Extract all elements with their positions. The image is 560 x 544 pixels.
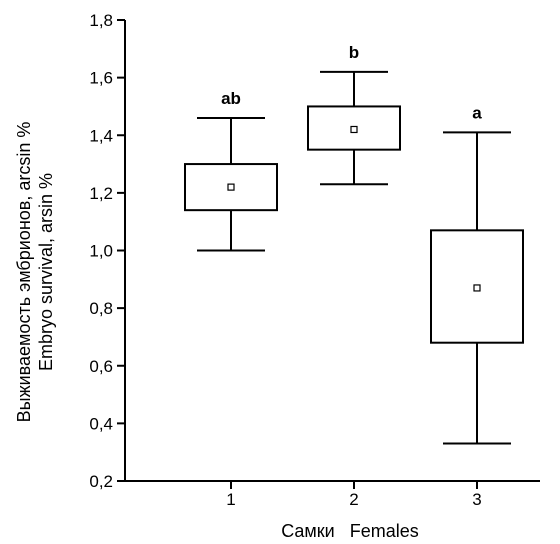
- median-marker: [473, 284, 481, 292]
- median-marker: [350, 125, 358, 134]
- y-tick-label: 1,0: [89, 242, 113, 261]
- y-tick-label: 0,4: [89, 414, 113, 433]
- x-tick-label: 2: [349, 490, 358, 509]
- y-axis-title-line-1: Выживаемость эмбрионов, arcsin %: [14, 122, 34, 423]
- box-group-1: ab: [184, 89, 278, 252]
- y-tick-label: 1,4: [89, 126, 113, 145]
- box-iqr: [307, 105, 401, 151]
- x-tick-label: 1: [226, 490, 235, 509]
- box-group-2: b: [307, 43, 401, 186]
- y-axis-title-line-2: Embryo survival, arsin %: [36, 173, 56, 371]
- x-tick-label: 3: [472, 490, 481, 509]
- median-marker: [227, 183, 235, 191]
- y-tick-label: 1,8: [89, 11, 113, 30]
- box-group-3: a: [430, 103, 524, 445]
- x-axis-ticks: 1 2 3: [226, 481, 482, 509]
- y-axis-ticks: 0,2 0,4 0,6 0,8 1,0 1,2 1,4 1,6 1,8: [89, 11, 125, 491]
- group-letter: b: [349, 43, 359, 62]
- group-letter: a: [472, 103, 482, 122]
- boxes: ab b a: [184, 43, 524, 445]
- y-tick-label: 0,6: [89, 357, 113, 376]
- x-axis-title: Самки Females: [281, 521, 419, 541]
- y-tick-label: 1,6: [89, 69, 113, 88]
- y-tick-label: 0,2: [89, 472, 113, 491]
- y-tick-label: 1,2: [89, 184, 113, 203]
- group-letter: ab: [221, 89, 241, 108]
- y-axis-title: Выживаемость эмбрионов, arcsin % Embryo …: [14, 122, 56, 423]
- y-tick-label: 0,8: [89, 299, 113, 318]
